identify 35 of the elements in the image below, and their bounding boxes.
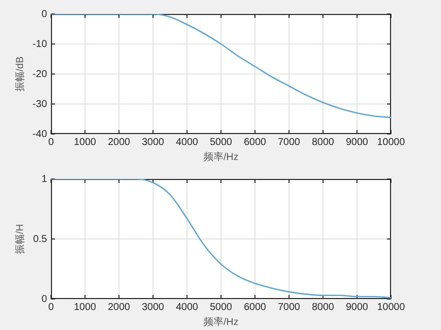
x-axis-title: 频率/Hz (204, 316, 238, 328)
x-tick-label: 10000 (377, 302, 406, 313)
x-tick-label: 0 (48, 136, 54, 148)
y-tick-label: -10 (32, 38, 48, 50)
y-tick-label: -40 (32, 128, 48, 140)
y-tick-label: -30 (32, 98, 48, 110)
x-tick-label: 2000 (108, 136, 131, 148)
x-tick-label: 10000 (377, 136, 406, 148)
x-tick-label: 6000 (244, 302, 267, 313)
y-tick-label: 0 (41, 8, 48, 20)
x-tick-label: 4000 (176, 302, 199, 313)
x-axis-title: 频率/Hz (204, 150, 238, 163)
x-tick-label: 1000 (74, 136, 97, 148)
y-tick-label: 1 (41, 174, 48, 185)
x-tick-label: 5000 (210, 302, 233, 313)
y-tick-label: 0 (41, 294, 48, 305)
x-tick-label: 8000 (312, 302, 335, 313)
y-tick-label: -20 (32, 68, 48, 80)
x-tick-label: 7000 (278, 136, 301, 148)
x-tick-label: 7000 (278, 302, 301, 313)
x-tick-label: 5000 (210, 136, 233, 148)
x-tick-label: 4000 (176, 136, 199, 148)
x-tick-label: 3000 (142, 302, 165, 313)
x-tick-label: 0 (48, 302, 54, 313)
y-axis-title: 振幅/H (14, 224, 26, 254)
x-tick-label: 8000 (312, 136, 335, 148)
line-series (51, 179, 391, 298)
x-tick-label: 9000 (346, 136, 369, 148)
y-tick-label: 0.5 (33, 234, 48, 245)
x-tick-label: 9000 (346, 302, 369, 313)
y-axis-title: 振幅/dB (14, 56, 26, 92)
x-tick-label: 2000 (108, 302, 131, 313)
x-tick-label: 6000 (244, 136, 267, 148)
x-tick-label: 1000 (74, 302, 97, 313)
x-tick-label: 3000 (142, 136, 165, 148)
